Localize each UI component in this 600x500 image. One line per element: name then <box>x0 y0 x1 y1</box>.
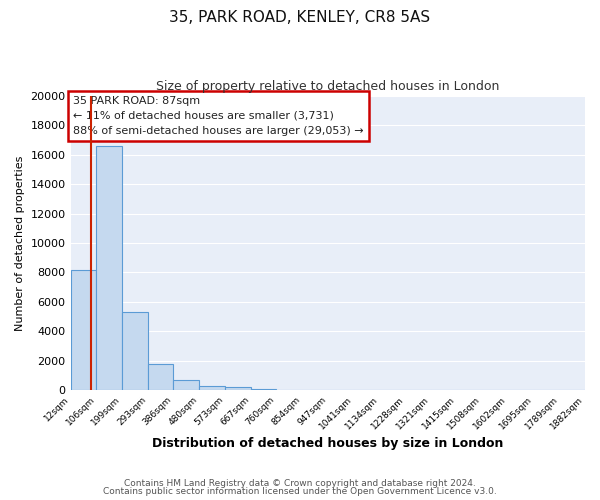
Y-axis label: Number of detached properties: Number of detached properties <box>15 156 25 330</box>
Bar <box>148 364 173 390</box>
Bar <box>225 388 251 390</box>
Bar <box>251 389 277 390</box>
Text: Contains public sector information licensed under the Open Government Licence v3: Contains public sector information licen… <box>103 487 497 496</box>
Bar <box>173 380 199 390</box>
Title: Size of property relative to detached houses in London: Size of property relative to detached ho… <box>156 80 499 93</box>
X-axis label: Distribution of detached houses by size in London: Distribution of detached houses by size … <box>152 437 503 450</box>
Bar <box>71 270 97 390</box>
Text: 35 PARK ROAD: 87sqm
← 11% of detached houses are smaller (3,731)
88% of semi-det: 35 PARK ROAD: 87sqm ← 11% of detached ho… <box>73 96 364 136</box>
Bar <box>122 312 148 390</box>
Bar <box>97 146 122 390</box>
Text: Contains HM Land Registry data © Crown copyright and database right 2024.: Contains HM Land Registry data © Crown c… <box>124 478 476 488</box>
Bar <box>199 386 225 390</box>
Text: 35, PARK ROAD, KENLEY, CR8 5AS: 35, PARK ROAD, KENLEY, CR8 5AS <box>169 10 431 25</box>
